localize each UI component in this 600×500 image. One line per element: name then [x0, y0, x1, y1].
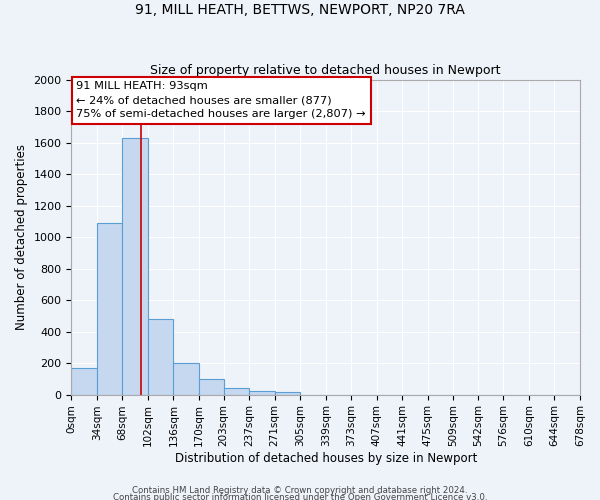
Bar [199, 379, 224, 394]
Bar [275, 392, 300, 394]
Bar [249, 392, 275, 394]
Bar [97, 223, 122, 394]
Bar [173, 363, 199, 394]
X-axis label: Distribution of detached houses by size in Newport: Distribution of detached houses by size … [175, 452, 477, 465]
Text: Contains public sector information licensed under the Open Government Licence v3: Contains public sector information licen… [113, 494, 487, 500]
Title: Size of property relative to detached houses in Newport: Size of property relative to detached ho… [151, 64, 501, 77]
Text: 91 MILL HEATH: 93sqm
← 24% of detached houses are smaller (877)
75% of semi-deta: 91 MILL HEATH: 93sqm ← 24% of detached h… [76, 81, 366, 119]
Y-axis label: Number of detached properties: Number of detached properties [15, 144, 28, 330]
Text: Contains HM Land Registry data © Crown copyright and database right 2024.: Contains HM Land Registry data © Crown c… [132, 486, 468, 495]
Bar [71, 368, 97, 394]
Text: 91, MILL HEATH, BETTWS, NEWPORT, NP20 7RA: 91, MILL HEATH, BETTWS, NEWPORT, NP20 7R… [135, 2, 465, 16]
Bar [122, 138, 148, 394]
Bar [224, 388, 249, 394]
Bar [148, 319, 173, 394]
